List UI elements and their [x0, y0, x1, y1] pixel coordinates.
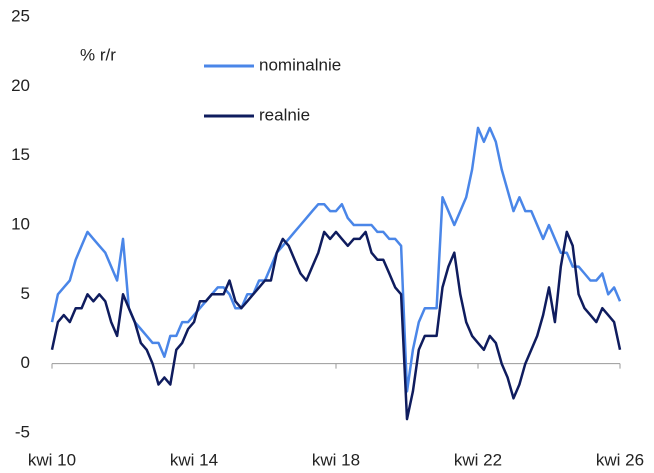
y-tick-label: 20 [11, 76, 30, 95]
legend-label: nominalnie [259, 55, 341, 74]
x-tick-label: kwi 22 [454, 450, 502, 469]
series-line [50, 230, 622, 421]
series-line [50, 126, 622, 393]
y-tick-label: 25 [11, 6, 30, 25]
y-tick-label: 10 [11, 214, 30, 233]
x-tick-label: kwi 18 [312, 450, 360, 469]
y-tick-label: 0 [21, 353, 30, 372]
y-tick-label: -5 [15, 422, 30, 441]
y-tick-label: 5 [21, 284, 30, 303]
x-tick-label: kwi 26 [596, 450, 644, 469]
y-tick-label: 15 [11, 145, 30, 164]
x-tick-label: kwi 14 [170, 450, 218, 469]
annotation: % r/r [80, 45, 116, 64]
legend-label: realnie [259, 105, 310, 124]
x-tick-label: kwi 10 [28, 450, 76, 469]
